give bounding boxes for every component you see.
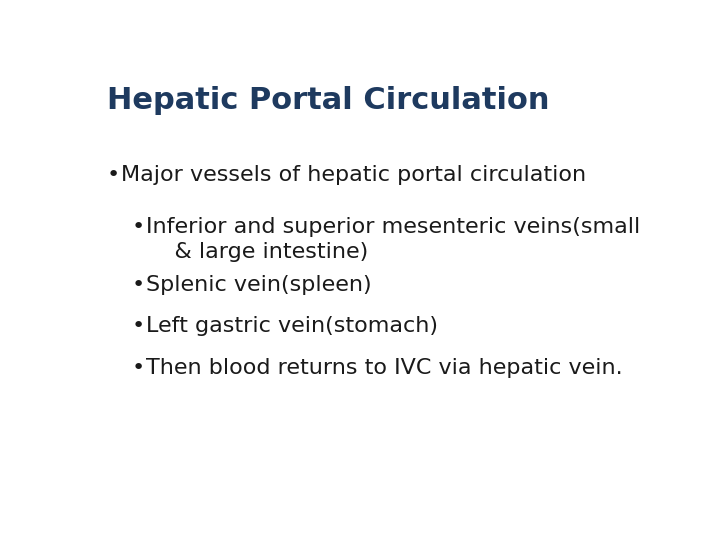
Text: •: •	[107, 165, 120, 185]
Text: •: •	[132, 358, 145, 378]
Text: Then blood returns to IVC via hepatic vein.: Then blood returns to IVC via hepatic ve…	[145, 358, 622, 378]
Text: Inferior and superior mesenteric veins(small
    & large intestine): Inferior and superior mesenteric veins(s…	[145, 217, 640, 262]
Text: Splenic vein(spleen): Splenic vein(spleen)	[145, 275, 372, 295]
Text: •: •	[132, 217, 145, 237]
Text: Hepatic Portal Circulation: Hepatic Portal Circulation	[107, 85, 549, 114]
Text: Left gastric vein(stomach): Left gastric vein(stomach)	[145, 316, 438, 336]
Text: Major vessels of hepatic portal circulation: Major vessels of hepatic portal circulat…	[121, 165, 586, 185]
Text: •: •	[132, 275, 145, 295]
Text: •: •	[132, 316, 145, 336]
